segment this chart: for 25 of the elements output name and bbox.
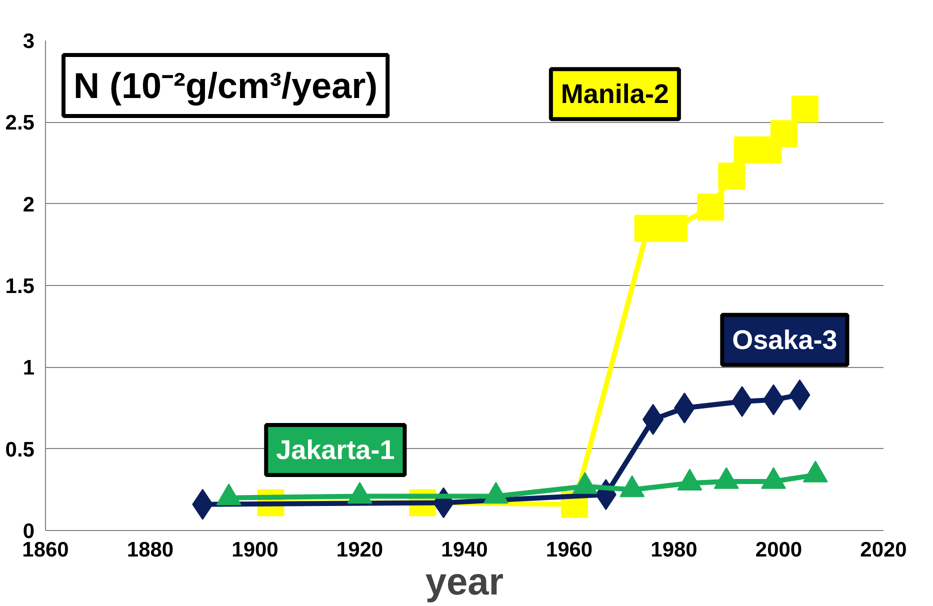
x-tick-label: 1900 — [232, 538, 278, 562]
point — [770, 120, 798, 148]
text: Manila-2 — [560, 79, 669, 110]
point — [660, 214, 688, 242]
x-tick-label: 1980 — [650, 538, 698, 562]
series-label: Osaka-3 — [732, 324, 838, 355]
x-tick-label: 1940 — [441, 538, 488, 562]
x-tick-label: 1920 — [336, 538, 384, 562]
x-tick-label: 2000 — [755, 538, 802, 562]
point — [634, 214, 662, 242]
x-tick-label: 1960 — [546, 538, 593, 562]
text: N (10⁻²g/cm³/year) — [74, 65, 378, 106]
point — [697, 194, 724, 221]
y-tick-label: 1.5 — [5, 275, 35, 298]
point — [718, 162, 746, 190]
y-tick-label: 2 — [22, 193, 35, 216]
x-tick-label: 2020 — [860, 538, 907, 562]
series-label: Jakarta-1 — [276, 434, 395, 465]
x-axis-title: year — [425, 562, 504, 604]
y-tick-label: 3 — [22, 30, 35, 53]
y-tick-label: 2.5 — [5, 112, 35, 135]
y-tick-label: 0.5 — [5, 438, 35, 462]
x-tick-label: 1880 — [126, 538, 174, 562]
y-tick-label: 1 — [22, 356, 35, 380]
point — [791, 96, 818, 123]
